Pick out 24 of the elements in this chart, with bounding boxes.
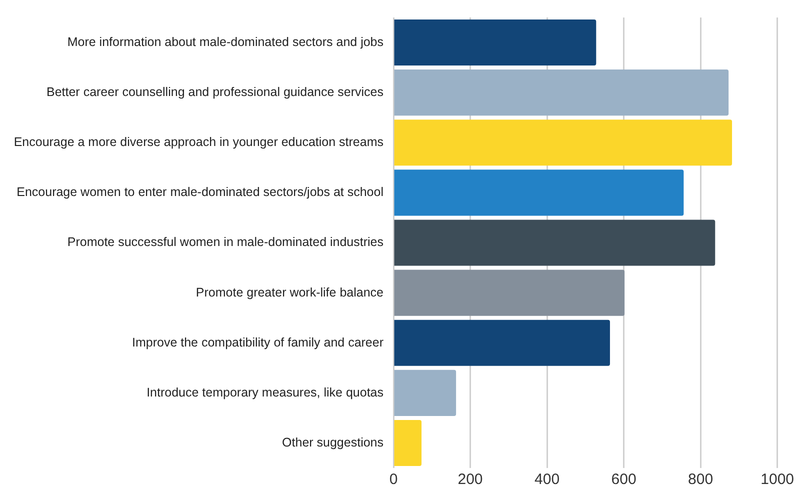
x-tick-label: 400 [534, 471, 560, 488]
x-tick-label: 600 [611, 471, 636, 488]
bar [394, 70, 729, 116]
bar [394, 320, 610, 366]
y-tick-label: Promote greater work-life balance [196, 285, 384, 300]
y-tick-label: Better career counselling and professional guidance services [46, 85, 384, 100]
bar [394, 220, 716, 266]
y-tick-label: Introduce temporary measures, like quotas [146, 385, 384, 400]
x-tick-label: 200 [458, 471, 483, 488]
y-tick-label: More information about male-dominated sectors and jobs [67, 34, 384, 49]
bar [394, 370, 456, 416]
y-tick-label: Improve the compatibility of family and career [132, 335, 384, 350]
bar [394, 120, 732, 166]
y-tick-label: Encourage women to enter male-dominated sectors/jobs at school [16, 185, 384, 200]
bar [394, 170, 684, 216]
bar [394, 20, 596, 66]
y-tick-label: Other suggestions [282, 435, 384, 450]
y-tick-label: Promote successful women in male-dominated industries [67, 235, 384, 250]
y-tick-label: Encourage a more diverse approach in younger education streams [14, 135, 384, 150]
x-tick-label: 800 [688, 471, 714, 488]
bar [394, 420, 422, 466]
x-tick-label: 0 [389, 471, 398, 488]
bar [394, 270, 625, 316]
x-tick-label: 1000 [760, 471, 794, 488]
